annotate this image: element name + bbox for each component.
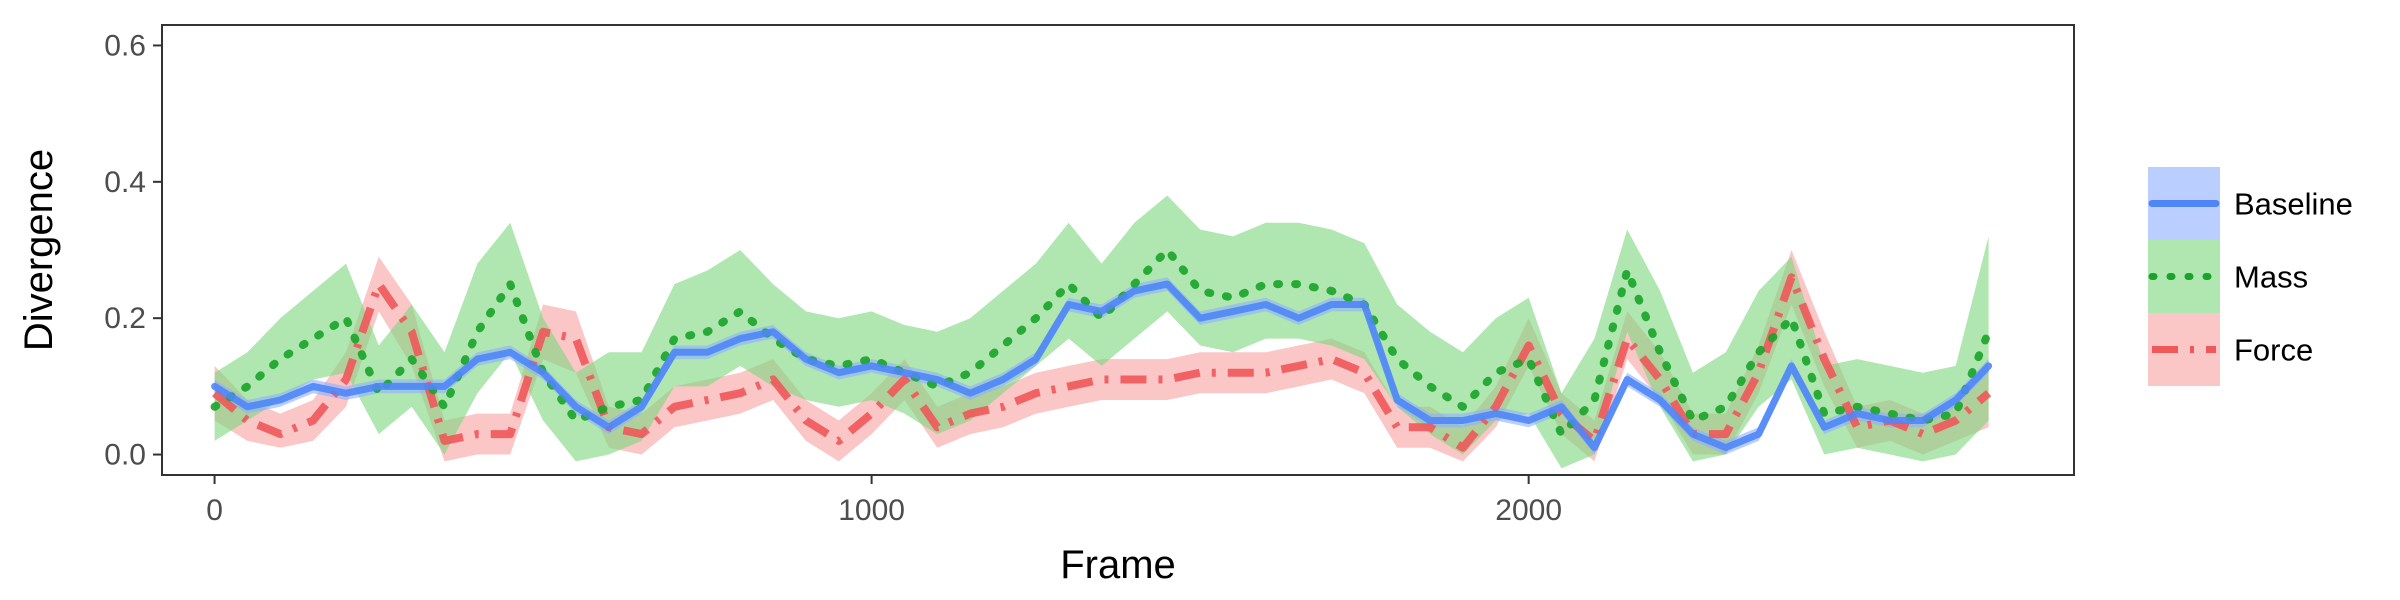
y-tick-label: 0.4 xyxy=(104,166,146,199)
x-tick-label: 2000 xyxy=(1495,494,1562,527)
y-axis-title: Divergence xyxy=(17,149,61,351)
legend: Baseline Mass Force xyxy=(2148,167,2353,386)
series-lines xyxy=(210,246,1993,452)
y-tick-label: 0.6 xyxy=(104,29,146,62)
baseline-line xyxy=(211,280,1993,452)
force-line xyxy=(212,273,1992,452)
x-axis: 0 1000 2000 xyxy=(206,475,1562,527)
y-axis: 0.0 0.2 0.4 0.6 xyxy=(104,29,162,472)
x-axis-title: Frame xyxy=(1060,543,1176,587)
legend-label-force: Force xyxy=(2234,333,2313,368)
legend-label-mass: Mass xyxy=(2234,260,2308,295)
plot-panel-border xyxy=(161,24,2075,476)
y-tick-label: 0.0 xyxy=(104,439,146,472)
x-tick-label: 1000 xyxy=(838,494,905,527)
legend-label-baseline: Baseline xyxy=(2234,187,2353,222)
mass-line xyxy=(210,246,1993,439)
y-tick-label: 0.2 xyxy=(104,302,146,335)
x-tick-label: 0 xyxy=(206,494,223,527)
